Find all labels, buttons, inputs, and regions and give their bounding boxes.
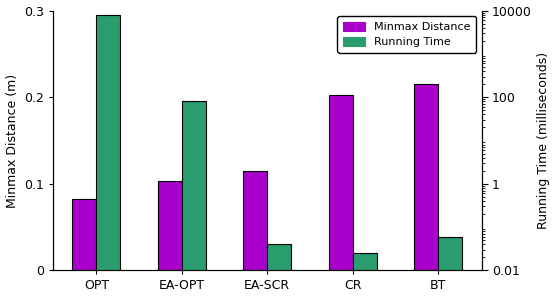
Bar — [329, 95, 353, 270]
Bar — [182, 101, 206, 298]
Legend: Minmax Distance, Running Time: Minmax Distance, Running Time — [337, 16, 476, 52]
Bar — [267, 244, 291, 298]
Bar — [158, 181, 182, 270]
Bar — [96, 15, 120, 298]
Y-axis label: Minmax Distance (m): Minmax Distance (m) — [6, 73, 18, 207]
Bar — [414, 84, 438, 270]
Bar — [244, 171, 267, 270]
Bar — [353, 253, 376, 298]
Bar — [438, 237, 462, 298]
Y-axis label: Running Time (milliseconds): Running Time (milliseconds) — [538, 52, 550, 229]
Bar — [72, 198, 96, 270]
